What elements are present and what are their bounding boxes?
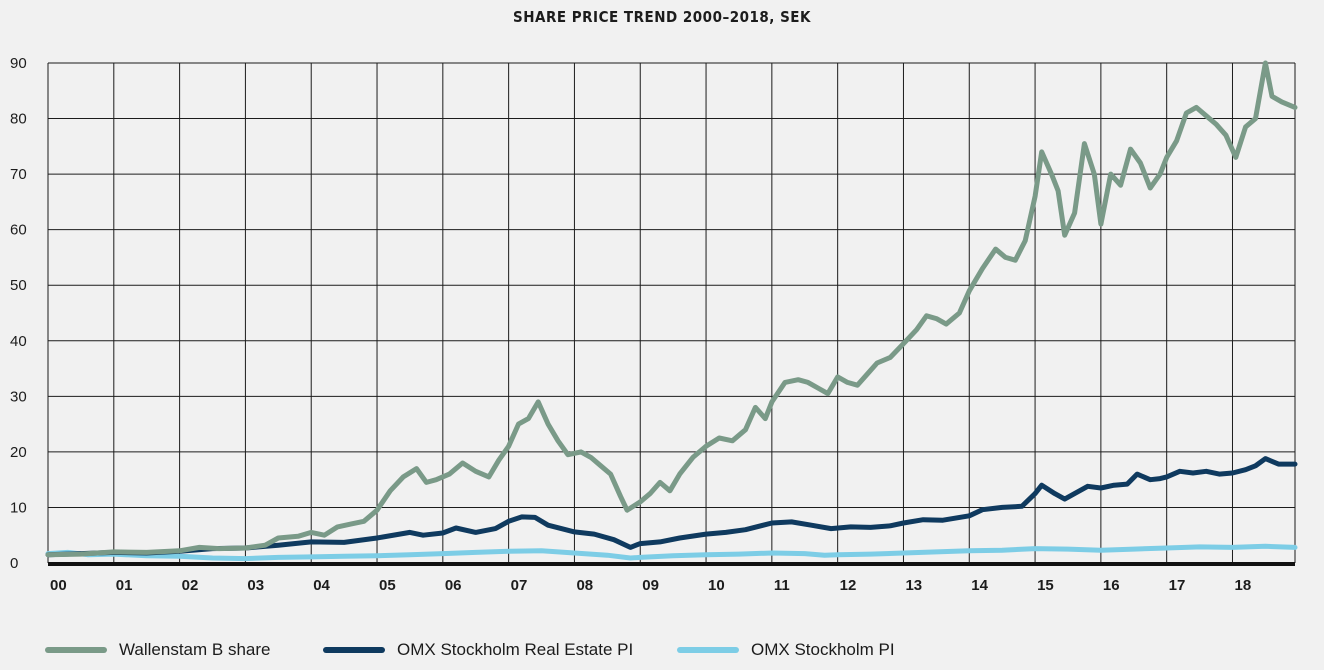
grid: [47, 62, 1296, 564]
x-tick-label: 03: [247, 577, 264, 594]
y-tick-label: 80: [10, 111, 27, 128]
chart-title: SHARE PRICE TREND 2000–2018, SEK: [513, 8, 811, 26]
y-tick-label: 10: [10, 499, 27, 516]
x-tick-label: 08: [576, 577, 593, 594]
legend-label: Wallenstam B share: [119, 640, 271, 659]
x-tick-label: 05: [379, 577, 396, 594]
legend-swatch: [677, 647, 739, 653]
x-tick-label: 15: [1037, 577, 1054, 594]
legend-label: OMX Stockholm Real Estate PI: [397, 640, 634, 659]
y-tick-label: 70: [10, 166, 27, 183]
y-axis: 0 10 20 30 40 50 60 70 80 90: [10, 55, 27, 572]
x-axis: 00 01 02 03 04 05 06 07 08 09 10 11 12 13 14 15 16 17 18: [50, 577, 1251, 594]
series-line-wallenstam-b-share: [45, 60, 1298, 558]
series-line-omx-stockholm-pi: [45, 543, 1298, 562]
y-tick-label: 30: [10, 388, 27, 405]
x-tick-label: 18: [1234, 577, 1251, 594]
legend-item: OMX Stockholm PI: [677, 640, 895, 660]
y-tick-label: 0: [10, 555, 18, 572]
x-tick-label: 11: [774, 577, 790, 594]
x-tick-label: 04: [313, 577, 330, 594]
series-lines: [45, 60, 1298, 562]
y-tick-label: 50: [10, 277, 27, 294]
x-tick-label: 17: [1169, 577, 1186, 594]
x-tick-label: 01: [116, 577, 133, 594]
x-tick-label: 14: [971, 577, 988, 594]
x-tick-label: 10: [708, 577, 725, 594]
legend-label: OMX Stockholm PI: [751, 640, 895, 659]
y-tick-label: 40: [10, 333, 27, 350]
y-tick-label: 60: [10, 222, 27, 239]
legend: Wallenstam B share OMX Stockholm Real Est…: [45, 640, 1315, 666]
x-tick-label: 12: [840, 577, 857, 594]
x-tick-label: 02: [182, 577, 199, 594]
x-tick-label: 09: [642, 577, 659, 594]
y-tick-label: 20: [10, 444, 27, 461]
legend-swatch: [323, 647, 385, 653]
legend-item: Wallenstam B share: [45, 640, 270, 660]
legend-swatch: [45, 647, 107, 653]
series-line-omx-stockholm-real-estate-pi: [45, 456, 1298, 558]
x-tick-label: 07: [511, 577, 528, 594]
x-tick-label: 13: [905, 577, 922, 594]
y-tick-label: 90: [10, 55, 27, 72]
line-chart: 0 10 20 30 40 50 60 70 80 90 00 01 02 03 04 05 06 07 08 09…: [10, 55, 1298, 594]
x-tick-label: 16: [1103, 577, 1120, 594]
x-tick-label: 00: [50, 577, 67, 594]
x-tick-label: 06: [445, 577, 462, 594]
legend-item: OMX Stockholm Real Estate PI: [323, 640, 633, 660]
